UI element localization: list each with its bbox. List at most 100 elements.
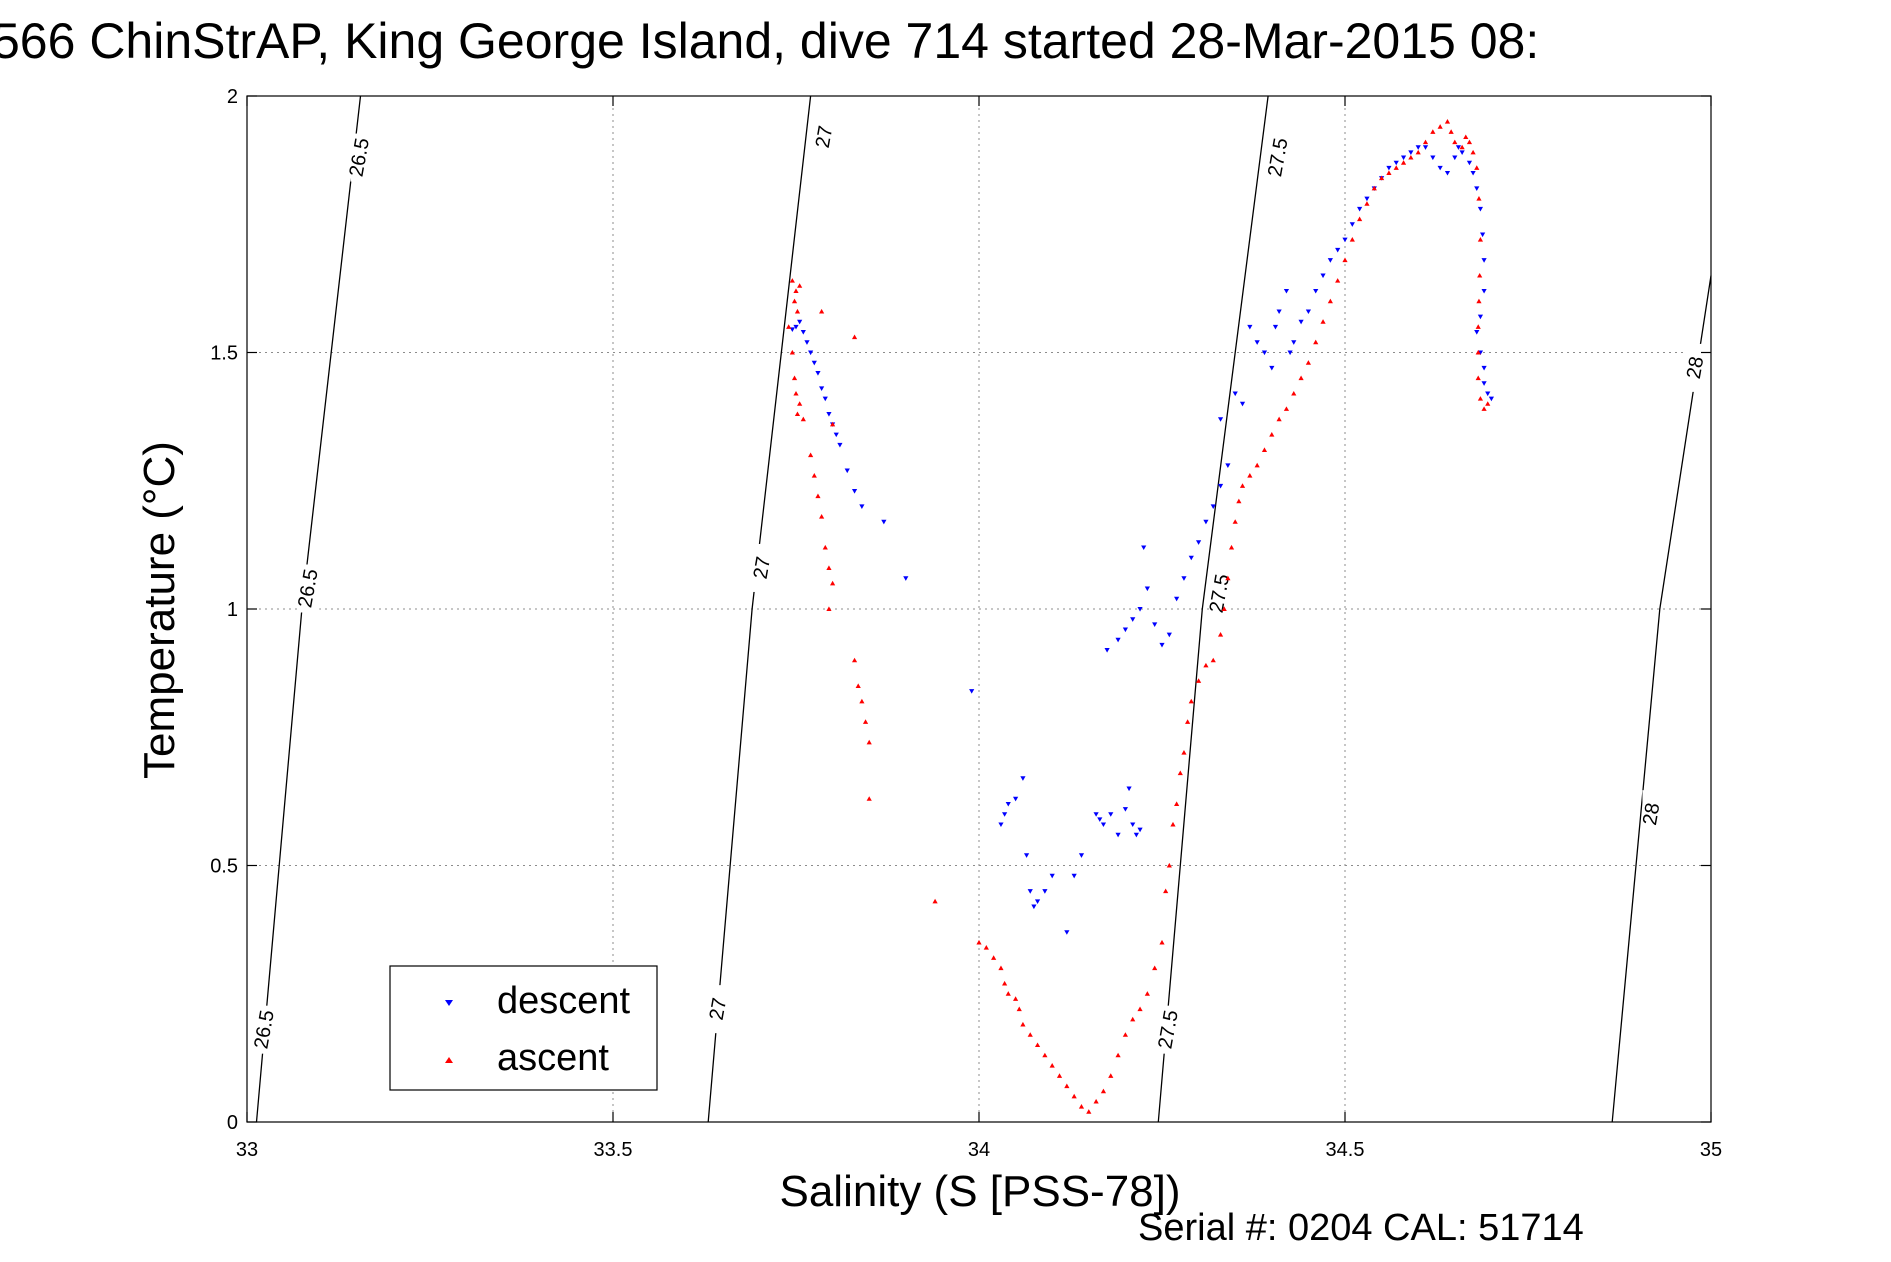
data-point-descent	[1217, 483, 1224, 489]
data-points	[786, 119, 1494, 1114]
data-point-ascent	[859, 698, 865, 704]
data-point-ascent	[1448, 129, 1454, 134]
data-point-ascent	[1203, 662, 1209, 668]
isopycnal-label-bg	[1686, 343, 1707, 392]
data-point-ascent	[1005, 991, 1011, 996]
data-point-descent	[1137, 607, 1143, 612]
data-point-ascent	[1185, 719, 1191, 724]
data-point-ascent	[1188, 698, 1194, 704]
data-point-descent	[1141, 545, 1147, 551]
data-point-descent	[1474, 329, 1480, 335]
data-point-ascent	[1475, 375, 1481, 381]
data-point-descent	[1023, 853, 1030, 858]
data-point-ascent	[1430, 129, 1436, 134]
data-point-ascent	[1313, 339, 1319, 345]
isopycnal-label-bg	[815, 113, 836, 162]
data-point-ascent	[1474, 165, 1480, 170]
data-point-descent	[826, 412, 832, 417]
legend-marker-ascent	[445, 1057, 453, 1063]
data-point-ascent	[1130, 1016, 1136, 1022]
data-point-ascent	[1034, 1042, 1041, 1048]
isopycnal-label-bg	[255, 1005, 276, 1054]
data-point-descent	[1488, 396, 1494, 402]
data-point-descent	[1415, 145, 1421, 150]
data-point-ascent	[1291, 390, 1297, 396]
y-tick-label: 0	[227, 1112, 238, 1134]
x-tick-label: 33	[236, 1139, 258, 1161]
data-point-descent	[1115, 637, 1121, 643]
data-point-ascent	[1144, 991, 1150, 996]
data-point-descent	[1283, 288, 1290, 294]
data-point-ascent	[791, 375, 798, 381]
data-point-ascent	[1327, 298, 1333, 304]
data-point-descent	[1481, 365, 1487, 371]
data-point-ascent	[1159, 939, 1165, 945]
isopycnal-label: 27	[812, 124, 838, 150]
data-point-descent	[1477, 206, 1484, 212]
data-point-ascent	[1210, 657, 1216, 663]
data-point-descent	[1122, 807, 1128, 812]
data-point-ascent	[826, 606, 832, 611]
data-point-ascent	[1335, 278, 1341, 283]
data-point-descent	[1093, 812, 1099, 817]
data-point-ascent	[1137, 1006, 1143, 1012]
data-point-ascent	[1027, 1032, 1033, 1037]
data-point-ascent	[789, 278, 795, 283]
isopycnal-label-bg	[350, 133, 371, 182]
data-point-ascent	[1298, 375, 1304, 381]
data-point-ascent	[1232, 519, 1238, 524]
data-point-ascent	[1422, 139, 1429, 145]
data-point-ascent	[1016, 1006, 1022, 1012]
isopycnal-label-bg	[1269, 133, 1290, 182]
data-point-ascent	[851, 657, 858, 663]
data-point-descent	[1437, 165, 1443, 171]
data-point-descent	[1386, 165, 1392, 171]
isopycnal-label-bg	[1210, 569, 1231, 618]
data-point-ascent	[793, 288, 799, 293]
data-point-ascent	[793, 390, 799, 396]
data-point-descent	[1320, 273, 1326, 279]
data-point-descent	[1459, 150, 1465, 156]
data-point-ascent	[1239, 483, 1246, 488]
data-point-ascent	[1364, 201, 1370, 206]
data-point-ascent	[1170, 821, 1176, 827]
data-point-descent	[1470, 170, 1476, 176]
data-point-descent	[1269, 365, 1275, 371]
data-point-ascent	[1476, 298, 1482, 304]
data-point-descent	[1474, 186, 1480, 191]
data-point-ascent	[1056, 1073, 1063, 1078]
data-point-descent	[1444, 170, 1451, 176]
data-point-ascent	[1254, 462, 1260, 468]
data-point-ascent	[797, 283, 803, 288]
data-point-descent	[1013, 796, 1019, 802]
data-point-descent	[1196, 540, 1202, 545]
data-point-descent	[1342, 237, 1348, 243]
data-point-ascent	[1020, 1021, 1026, 1027]
data-point-descent	[1247, 324, 1253, 330]
data-point-descent	[1126, 786, 1132, 792]
data-point-descent	[1005, 801, 1011, 807]
data-point-descent	[804, 340, 810, 345]
data-point-ascent	[991, 955, 997, 960]
data-point-ascent	[1371, 185, 1377, 191]
data-point-ascent	[1152, 965, 1158, 971]
legend-label-descent: descent	[497, 980, 631, 1022]
data-point-descent	[1071, 873, 1077, 879]
data-point-descent	[1166, 632, 1172, 638]
data-point-ascent	[1386, 170, 1392, 175]
data-point-descent	[1276, 309, 1282, 315]
data-point-ascent	[866, 739, 872, 745]
data-point-descent	[837, 442, 843, 448]
y-tick-label: 0.5	[210, 856, 238, 878]
data-point-descent	[797, 319, 803, 325]
data-point-ascent	[789, 349, 795, 355]
data-point-descent	[833, 432, 839, 438]
data-point-descent	[1313, 288, 1319, 294]
data-point-ascent	[1283, 406, 1290, 411]
data-point-ascent	[1342, 257, 1348, 263]
data-point-descent	[1466, 160, 1473, 166]
isopycnal-label: 28	[1683, 355, 1709, 381]
data-point-ascent	[1163, 888, 1169, 894]
